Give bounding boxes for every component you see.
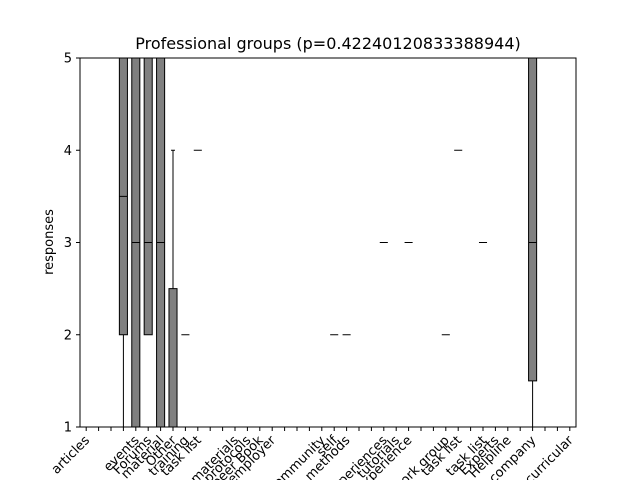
box-6 (156, 57, 166, 428)
box-4 (131, 57, 141, 428)
y-axis: 1 2 3 4 5 (64, 52, 80, 436)
y-axis-label: responses (42, 209, 57, 275)
y-tick-label: 1 (64, 421, 72, 436)
plot-area (82, 57, 574, 428)
box-5 (143, 57, 153, 336)
y-tick-label: 3 (64, 236, 72, 251)
box-body (143, 57, 153, 336)
y-tick-label: 2 (64, 328, 72, 343)
x-axis: articles eventsForumsmaterialOthertrainin… (49, 427, 577, 480)
box-body (528, 57, 538, 382)
y-tick-label: 5 (64, 52, 72, 67)
box-7 (168, 149, 178, 428)
box-3 (118, 57, 128, 428)
y-tick-label: 4 (64, 144, 72, 159)
x-tick-label: articles (49, 433, 93, 477)
plot-frame (79, 57, 577, 428)
box-body (168, 288, 178, 428)
chart-title: Professional groups (p=0.422401208333889… (135, 34, 521, 53)
box-36 (528, 57, 538, 428)
